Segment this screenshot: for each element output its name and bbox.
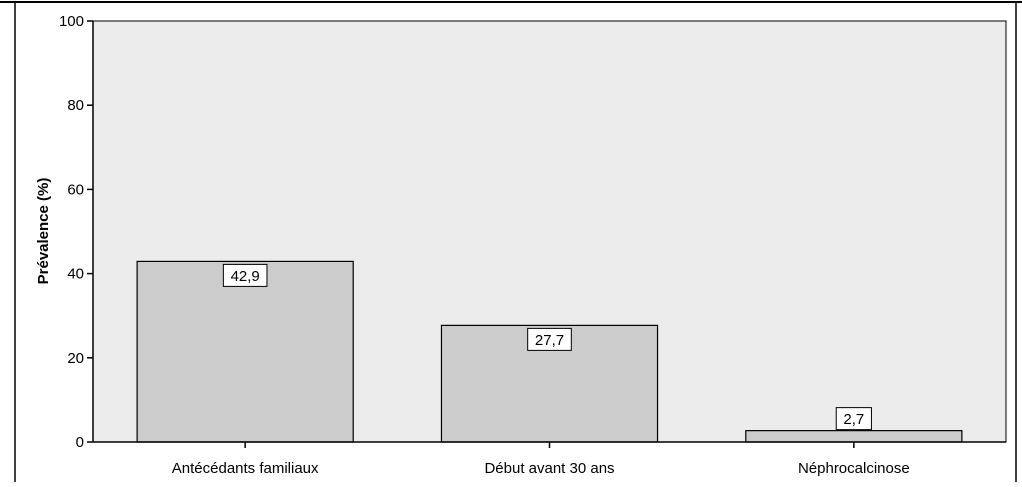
y-tick-label: 100: [59, 13, 84, 30]
y-tick-label: 40: [67, 266, 84, 283]
y-tick-label: 60: [67, 181, 84, 198]
data-label: 42,9: [231, 268, 260, 285]
y-tick-label: 20: [67, 350, 84, 367]
data-label: 27,7: [535, 332, 564, 349]
y-tick-label: 80: [67, 97, 84, 114]
x-tick-label: Début avant 30 ans: [484, 460, 614, 477]
y-axis-title: Prévalence (%): [35, 178, 52, 285]
bar: [136, 260, 354, 443]
data-label-box: [527, 327, 572, 351]
x-tick-label: Néphrocalcinose: [798, 460, 910, 477]
y-tick-label: 0: [76, 434, 84, 451]
data-label: 2,7: [843, 411, 864, 428]
data-label-box: [835, 407, 872, 431]
data-label-box: [222, 263, 268, 287]
x-tick-label: Antécédants familiaux: [172, 460, 319, 477]
bar: [745, 430, 963, 443]
bars-group: 42,9 27,7 2,7: [136, 260, 963, 443]
y-axis: 0 20 40 60 80 100: [59, 13, 94, 451]
x-axis: Antécédants familiaux Début avant 30 ans N…: [93, 441, 1006, 477]
